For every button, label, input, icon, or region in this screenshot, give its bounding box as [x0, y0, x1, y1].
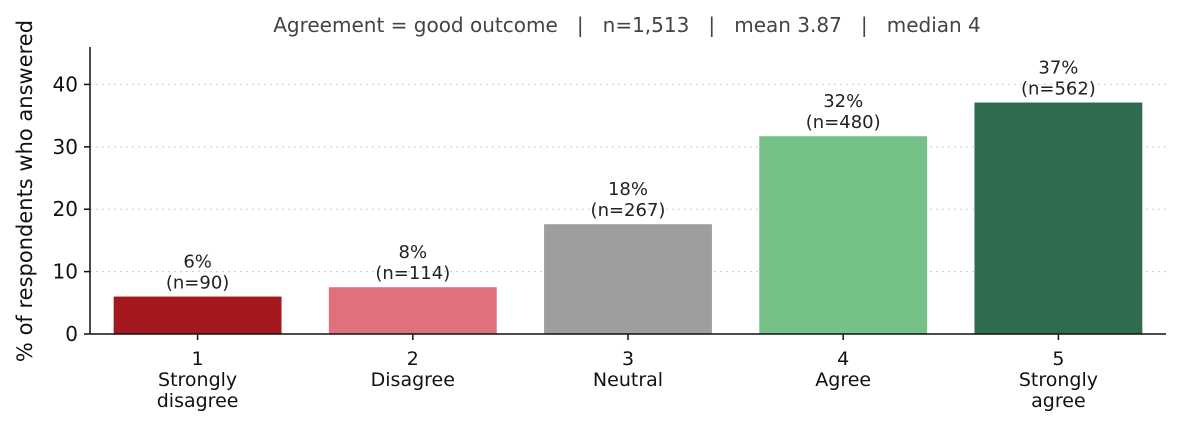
y-tick-label: 30: [53, 135, 78, 159]
x-tick-code: 5: [1052, 348, 1064, 370]
x-tick-label: Disagree: [371, 369, 455, 391]
x-tick-code: 1: [192, 348, 204, 370]
data-label-count: (n=90): [166, 273, 229, 294]
bar: [113, 296, 282, 334]
bars: [113, 102, 1143, 334]
bar: [544, 224, 712, 334]
data-label-percent: 37%: [1038, 58, 1078, 79]
data-labels: 6%(n=90) 8%(n=114) 18%(n=267) 32%(n=480) 37%…: [166, 58, 1096, 294]
x-tick-label: agree: [1031, 390, 1085, 412]
y-tick-label: 20: [53, 197, 78, 221]
data-label-percent: 8%: [399, 242, 428, 263]
bar: [974, 102, 1143, 334]
x-tick-code: 3: [622, 348, 634, 370]
x-tick-label: Strongly: [158, 369, 237, 391]
data-label-count: (n=267): [591, 200, 666, 221]
y-axis-label: % of respondents who answered: [13, 20, 37, 362]
y-tick-label: 0: [65, 322, 78, 346]
y-tick-label: 40: [53, 72, 78, 96]
data-label-count: (n=562): [1021, 79, 1096, 100]
x-tick-label: Agree: [815, 369, 871, 391]
data-label-count: (n=114): [375, 263, 450, 284]
chart-title: Agreement = good outcome | n=1,513 | mea…: [273, 13, 981, 37]
data-label-percent: 18%: [608, 179, 648, 200]
y-tick-labels: 0 10 20 30 40: [53, 72, 90, 346]
y-tick-label: 10: [53, 260, 78, 284]
data-label-percent: 6%: [183, 252, 212, 273]
x-tick-code: 2: [407, 348, 419, 370]
x-tick-label: Strongly: [1019, 369, 1098, 391]
data-label-count: (n=480): [806, 112, 881, 133]
data-label-percent: 32%: [823, 91, 863, 112]
x-tick-code: 4: [837, 348, 849, 370]
x-tick-labels: 1Stronglydisagree2Disagree3Neutral4Agree…: [157, 334, 1098, 412]
bar: [328, 287, 497, 334]
bar: [759, 136, 928, 334]
x-tick-label: disagree: [157, 390, 239, 412]
x-tick-label: Neutral: [593, 369, 663, 391]
